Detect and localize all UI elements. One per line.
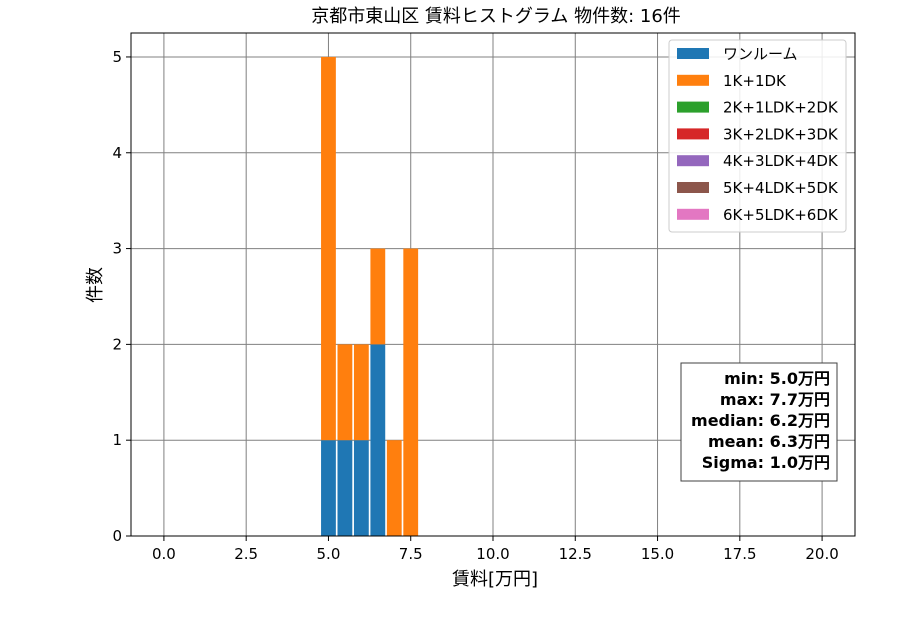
legend-swatch	[677, 182, 709, 193]
x-tick-label: 10.0	[476, 545, 509, 563]
legend-label: 1K+1DK	[723, 72, 787, 90]
bar-1-1	[337, 344, 353, 441]
x-axis-ticks: 0.0 2.5 5.0 7.5 10.0 12.5 15.0 17.5 20.0	[152, 536, 839, 563]
stats-line: median: 6.2万円	[691, 411, 830, 430]
legend-swatch	[677, 128, 709, 140]
x-tick-label: 17.5	[723, 545, 756, 563]
x-tick-label: 7.5	[399, 545, 423, 563]
bar-0-0	[321, 440, 336, 536]
stats-line: Sigma: 1.0万円	[702, 453, 830, 472]
legend: ワンルーム 1K+1DK 2K+1LDK+2DK 3K+2LDK+3DK 4K+3LDK…	[668, 39, 847, 233]
legend-label: 5K+4LDK+5DK	[723, 179, 839, 197]
stats-frame	[680, 362, 838, 482]
legend-swatch	[677, 155, 709, 167]
legend-swatch	[677, 48, 709, 59]
stats-line: min: 5.0万円	[724, 369, 830, 388]
x-axis-label: 賃料[万円]	[452, 569, 538, 590]
bar-0-2	[353, 440, 369, 536]
x-tick-label: 20.0	[805, 545, 838, 563]
stats-line: mean: 6.3万円	[708, 432, 830, 451]
bar-1-2	[353, 344, 369, 441]
bars	[321, 56, 419, 537]
legend-frame	[668, 39, 847, 233]
y-axis-ticks: 0 1 2 3 4 5	[112, 48, 131, 545]
y-tick-label: 3	[112, 240, 122, 258]
stats-line: max: 7.7万円	[720, 390, 830, 409]
legend-swatch	[677, 74, 709, 86]
y-tick-label: 5	[112, 48, 122, 66]
legend-swatch	[677, 101, 709, 113]
bar-1-0	[321, 56, 336, 441]
legend-label: ワンルーム	[723, 45, 798, 63]
y-tick-label: 4	[112, 144, 122, 162]
legend-label: 3K+2LDK+3DK	[723, 125, 839, 143]
x-tick-label: 0.0	[152, 545, 176, 563]
legend-label: 4K+3LDK+4DK	[723, 152, 839, 170]
bar-1-4	[386, 440, 402, 536]
x-tick-label: 15.0	[641, 545, 674, 563]
chart-title: 京都市東山区 賃料ヒストグラム 物件数: 16件	[311, 6, 681, 27]
x-tick-label: 5.0	[317, 545, 341, 563]
stats-box: min: 5.0万円 max: 7.7万円 median: 6.2万円 mean: 6…	[680, 362, 838, 482]
y-tick-label: 2	[112, 335, 122, 353]
y-tick-label: 0	[112, 527, 122, 545]
bar-1-5	[403, 248, 419, 537]
bar-0-3	[370, 344, 386, 536]
bar-0-1	[337, 440, 353, 536]
bar-1-3	[370, 248, 386, 345]
legend-swatch	[677, 208, 709, 220]
x-tick-label: 2.5	[234, 545, 258, 563]
y-tick-label: 1	[112, 431, 122, 449]
legend-label: 2K+1LDK+2DK	[723, 99, 839, 117]
y-axis-label: 件数	[85, 267, 106, 303]
x-tick-label: 12.5	[559, 545, 592, 563]
legend-label: 6K+5LDK+6DK	[723, 206, 839, 224]
